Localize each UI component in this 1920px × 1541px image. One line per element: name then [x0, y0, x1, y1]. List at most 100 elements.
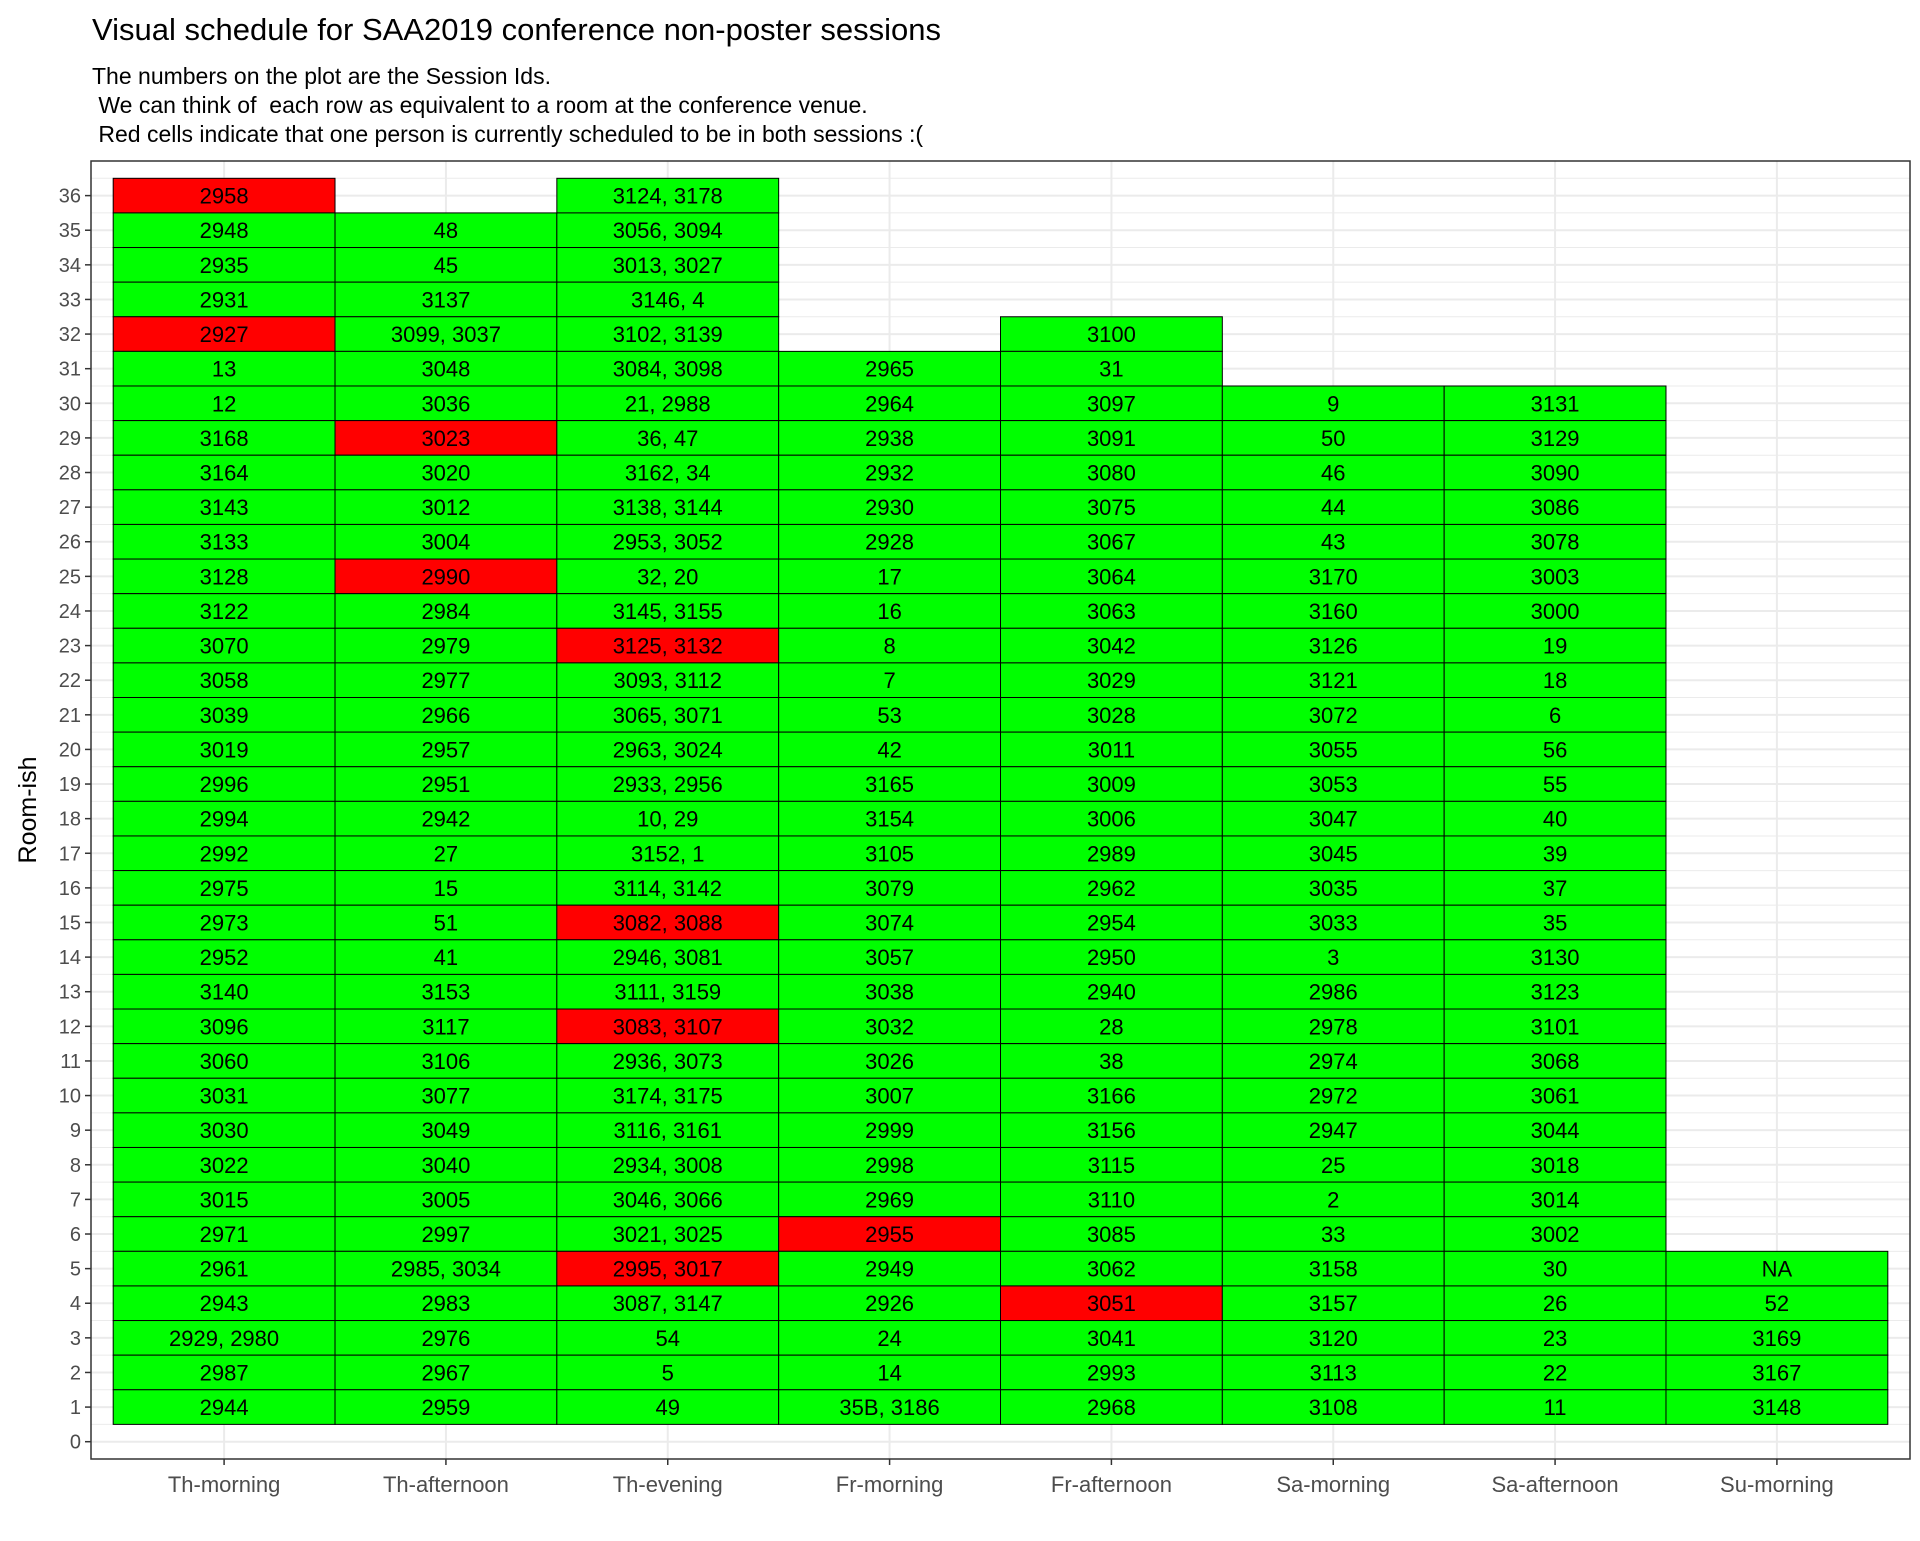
cell-label: 2936, 3073: [613, 1049, 723, 1074]
cell-label: 2938: [865, 426, 914, 451]
session-cell: [1443, 904, 1667, 941]
conflict-cell: [334, 420, 558, 456]
y-tick-label: 23: [59, 636, 81, 658]
session-cell: [1221, 731, 1445, 768]
cell-label: 2951: [421, 772, 470, 797]
cell-label: 2940: [1087, 980, 1136, 1005]
y-tick-label: 17: [59, 843, 81, 865]
cell-label: 3030: [200, 1118, 249, 1143]
session-cell: [334, 454, 558, 491]
session-cell: [1443, 1216, 1667, 1252]
x-tick-label: Fr-morning: [836, 1472, 944, 1497]
conflict-cell: [334, 558, 558, 595]
cell-label: 3097: [1087, 391, 1136, 416]
session-cell: [1443, 489, 1667, 525]
session-cell: [334, 1320, 558, 1356]
cell-label: 3160: [1309, 599, 1358, 624]
cell-label: 6: [1549, 703, 1561, 728]
cell-label: 3091: [1087, 426, 1136, 451]
session-cell: [556, 558, 780, 595]
session-cell: [778, 1250, 1001, 1287]
cell-label: 3053: [1309, 772, 1358, 797]
cell-label: 22: [1543, 1360, 1567, 1385]
session-cell: [112, 1285, 336, 1322]
session-cell: [1443, 454, 1667, 491]
y-tick-label: 24: [59, 601, 81, 623]
cell-label: 3124, 3178: [613, 184, 723, 209]
session-cell: [1665, 1250, 1889, 1287]
cell-label: 2958: [200, 184, 249, 209]
cell-label: 2983: [421, 1291, 470, 1316]
cell-label: 3102, 3139: [613, 322, 723, 347]
cell-label: 3039: [200, 703, 249, 728]
session-cell: [112, 1250, 336, 1287]
cell-label: 2959: [421, 1395, 470, 1420]
cell-label: 2993: [1087, 1360, 1136, 1385]
chart-subtitle-line: Red cells indicate that one person is cu…: [92, 121, 923, 147]
cell-label: 3075: [1087, 495, 1136, 520]
cell-label: 23: [1543, 1326, 1567, 1351]
cell-label: 3083, 3107: [613, 1014, 723, 1039]
session-cell: [1221, 1181, 1445, 1218]
session-cell: [1221, 800, 1445, 837]
cell-label: 3140: [200, 980, 249, 1005]
cell-label: 3138, 3144: [613, 495, 723, 520]
cell-label: 3170: [1309, 564, 1358, 589]
y-tick-label: 10: [59, 1086, 81, 1108]
session-cell: [778, 697, 1001, 733]
y-tick-label: 6: [70, 1224, 81, 1246]
cell-label: 2967: [421, 1360, 470, 1385]
session-cell: [1443, 939, 1667, 975]
cell-label: 2949: [865, 1257, 914, 1282]
session-cell: [1221, 870, 1445, 906]
session-cell: [112, 870, 336, 906]
y-tick-label: 22: [59, 670, 81, 692]
cell-label: 17: [877, 564, 901, 589]
session-cell: [112, 1008, 336, 1045]
cell-label: 2926: [865, 1291, 914, 1316]
session-cell: [778, 1077, 1001, 1114]
cell-label: 3000: [1531, 599, 1580, 624]
cell-label: 2933, 2956: [613, 772, 723, 797]
session-cell: [1000, 1320, 1223, 1356]
cell-label: 10, 29: [637, 807, 698, 832]
cell-label: 3093, 3112: [614, 668, 722, 693]
session-cell: [334, 904, 558, 941]
session-cell: [1443, 420, 1667, 456]
cell-label: 3085: [1087, 1222, 1136, 1247]
cell-label: 43: [1321, 530, 1345, 555]
cell-label: 3130: [1531, 945, 1580, 970]
cell-label: 3078: [1531, 530, 1580, 555]
cell-label: 3002: [1531, 1222, 1580, 1247]
cell-label: 3115: [1088, 1153, 1135, 1178]
y-tick-label: 28: [59, 463, 81, 485]
cell-label: NA: [1762, 1257, 1793, 1282]
cell-label: 3044: [1531, 1118, 1580, 1143]
session-cell: [112, 627, 336, 664]
cell-label: 3062: [1087, 1257, 1136, 1282]
y-tick-label: 27: [59, 497, 81, 519]
cell-label: 3126: [1309, 634, 1358, 659]
session-cell: [334, 766, 558, 802]
cell-label: 3125, 3132: [613, 634, 723, 659]
cell-label: 3021, 3025: [613, 1222, 723, 1247]
cell-label: 2987: [200, 1360, 249, 1385]
cell-label: 2934, 3008: [613, 1153, 723, 1178]
session-cell: [556, 177, 780, 214]
cell-label: 3100: [1087, 322, 1136, 347]
cell-label: 3036: [421, 391, 470, 416]
session-cell: [1221, 835, 1445, 872]
session-cell: [112, 1181, 336, 1218]
session-cell: [1665, 1354, 1889, 1391]
session-cell: [1221, 420, 1445, 456]
session-cell: [556, 385, 780, 422]
session-cell: [1443, 1008, 1667, 1045]
session-cell: [778, 904, 1001, 941]
session-cell: [1443, 1146, 1667, 1183]
cell-label: 3080: [1087, 461, 1136, 486]
cell-label: 2979: [421, 634, 470, 659]
x-tick-label: Sa-afternoon: [1491, 1472, 1618, 1497]
cell-label: 51: [434, 910, 458, 935]
cell-label: 3011: [1088, 737, 1135, 762]
session-cell: [556, 454, 780, 491]
